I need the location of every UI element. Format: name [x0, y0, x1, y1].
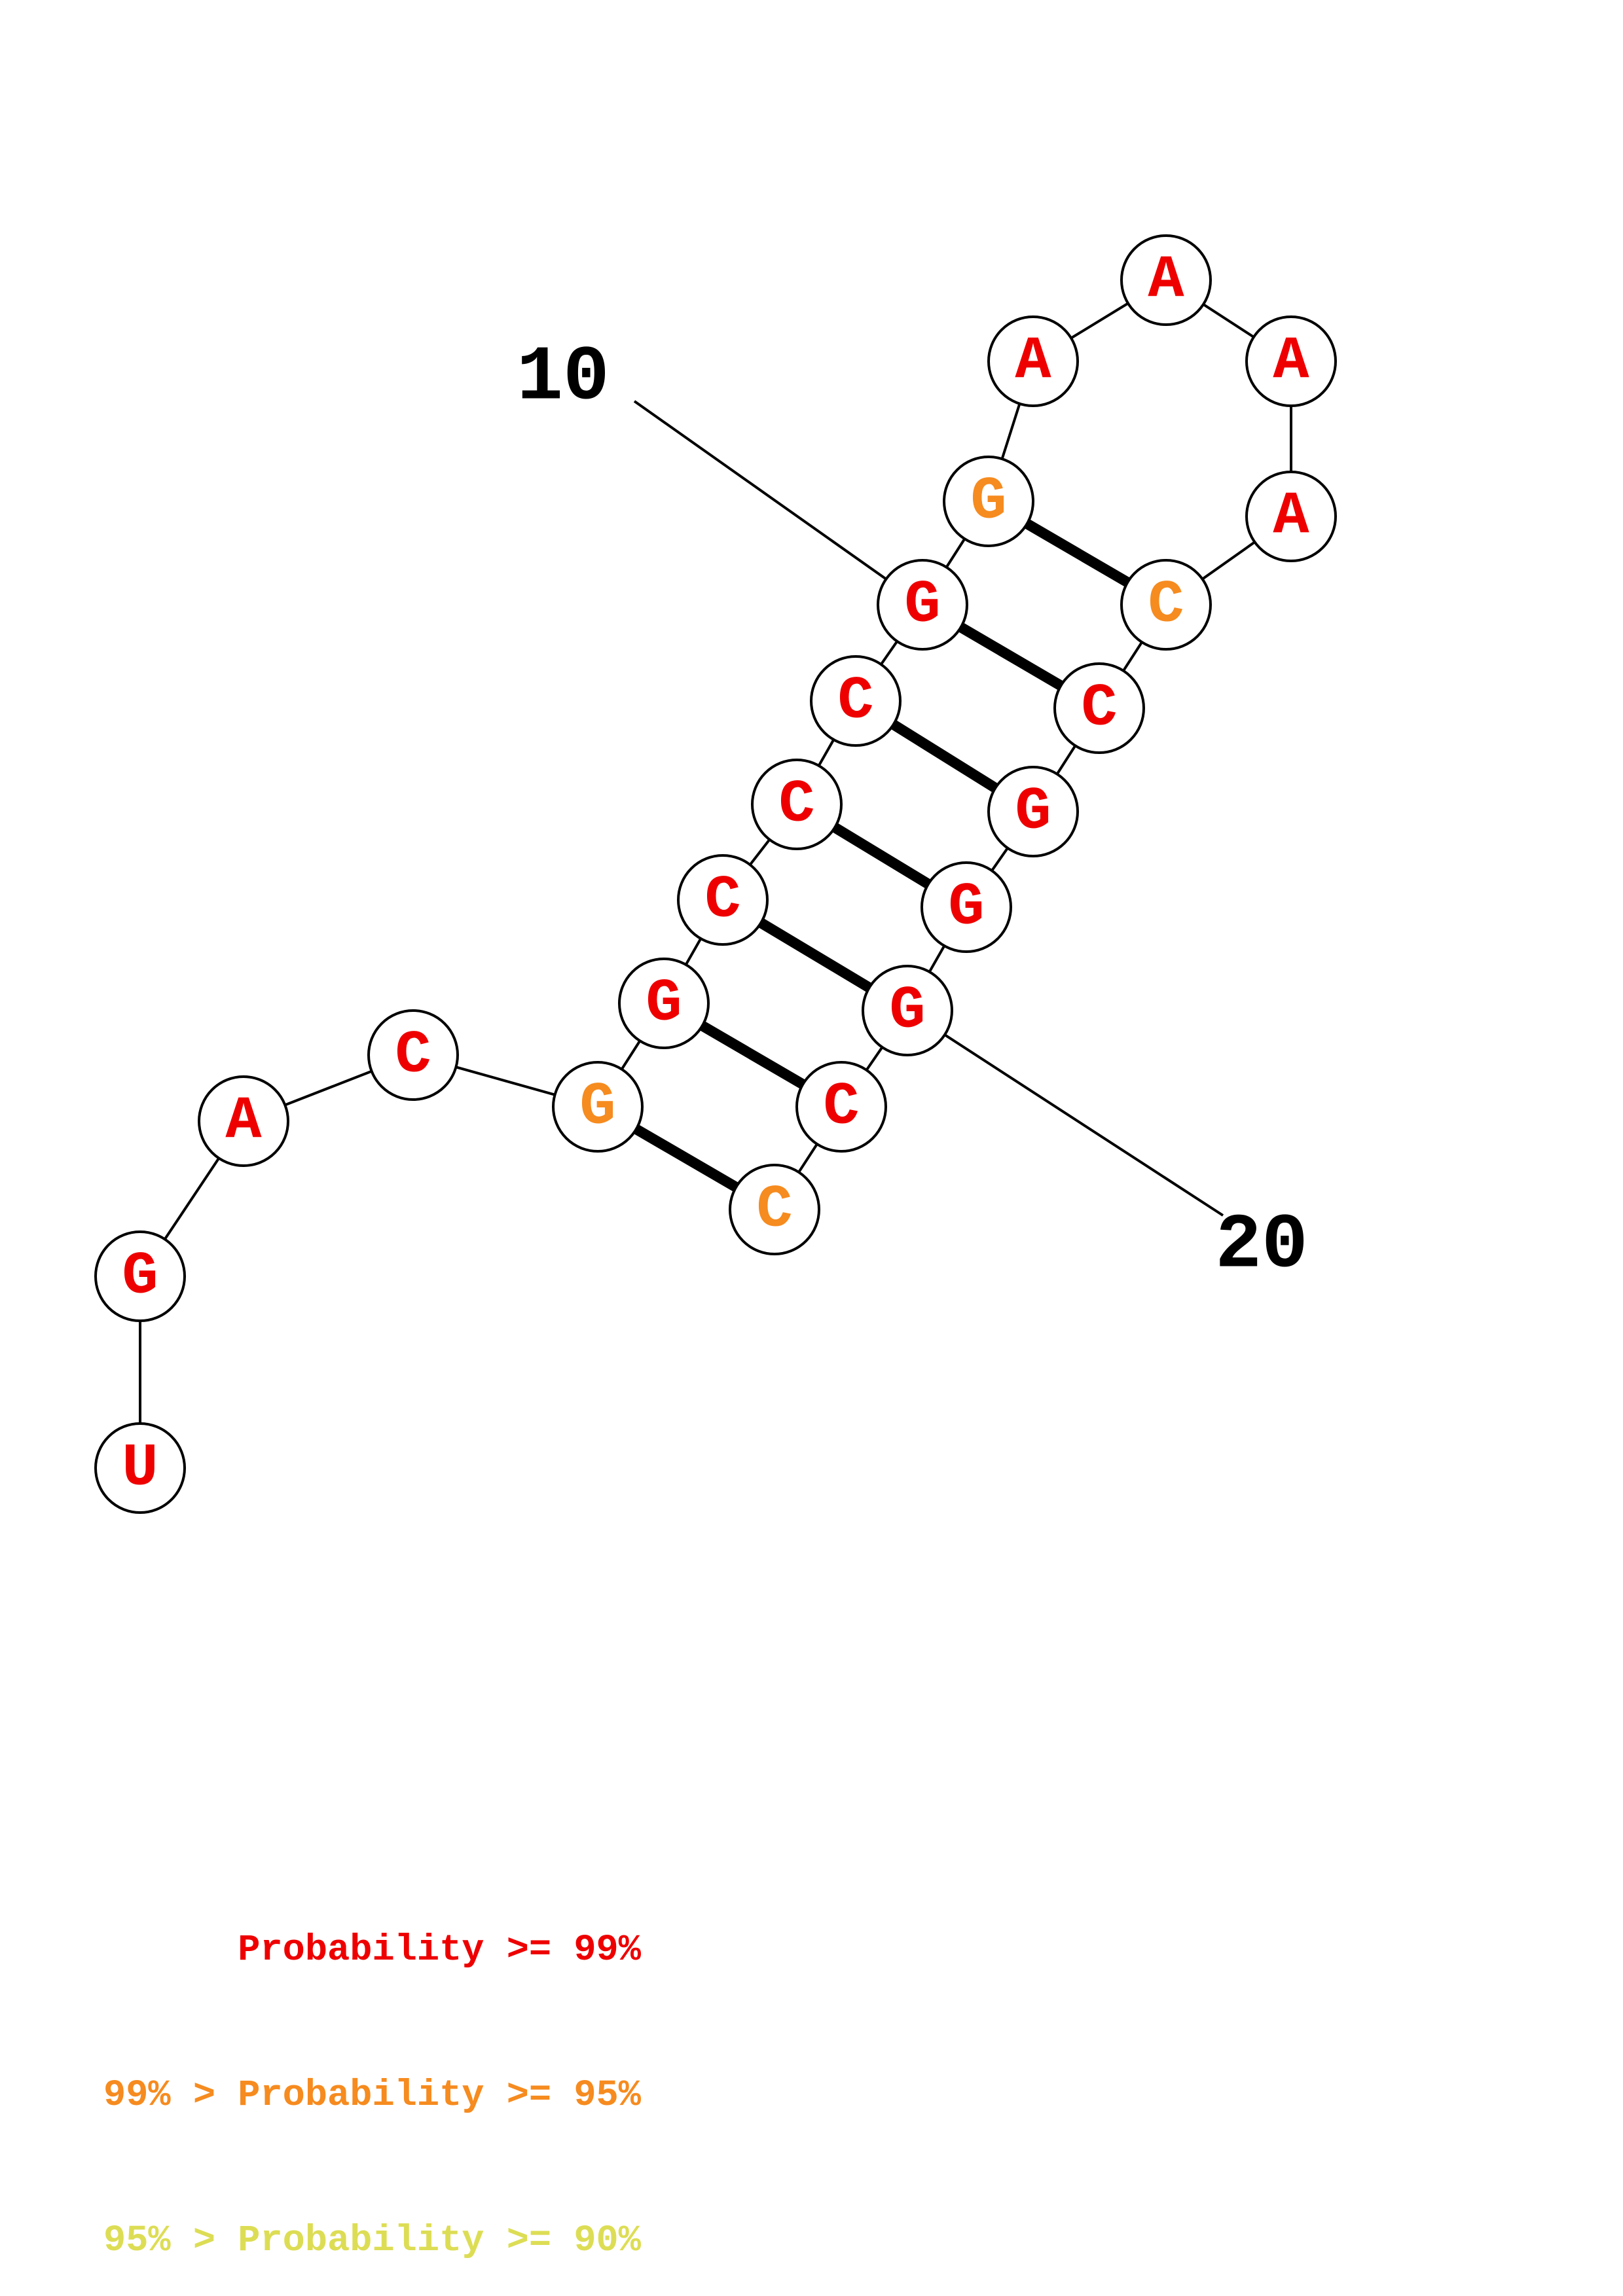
nucleotide-circle-18: [987, 766, 1079, 857]
nucleotide-letter-1: U: [122, 1434, 158, 1503]
nucleotide-letter-10: G: [904, 571, 940, 639]
nucleotide-letter-7: C: [704, 866, 740, 935]
nucleotide-letter-19: G: [948, 873, 984, 942]
nucleotide-letter-16: C: [1148, 571, 1184, 639]
nucleotide-circle-1: [94, 1422, 186, 1514]
nucleotide-letter-6: G: [646, 969, 682, 1038]
nucleotide-letter-11: G: [970, 467, 1006, 536]
legend-entry-99: Probability >= 99%: [103, 1929, 641, 1971]
nucleotide-letter-5: G: [579, 1073, 615, 1141]
nucleotide-letter-9: C: [837, 667, 873, 736]
legend-entry-95: 99% > Probability >= 95%: [103, 2075, 641, 2117]
legend-entry-90: 95% > Probability >= 90%: [103, 2220, 641, 2262]
nucleotide-circle-13: [1120, 234, 1212, 326]
nucleotide-letter-22: C: [756, 1175, 792, 1244]
nucleotide-letter-3: A: [225, 1087, 262, 1156]
nucleotide-letter-18: G: [1015, 778, 1051, 846]
probability-legend: Probability >= 99% 99% > Probability >= …: [103, 1829, 641, 2296]
nucleotide-circle-10: [877, 559, 968, 651]
nucleotide-letter-8: C: [778, 770, 814, 839]
nucleotide-circle-12: [987, 315, 1079, 407]
nucleotide-circle-5: [552, 1061, 644, 1153]
nucleotide-circle-4: [367, 1009, 459, 1101]
nucleotide-circle-8: [751, 759, 843, 850]
nucleotide-letter-17: C: [1081, 674, 1117, 743]
nucleotide-circle-2: [94, 1230, 186, 1322]
nucleotide-circle-17: [1053, 662, 1145, 754]
nucleotide-letter-13: A: [1148, 246, 1184, 315]
nucleotide-circle-9: [810, 655, 902, 747]
nucleotide-letter-15: A: [1273, 482, 1309, 551]
nucleotide-circle-3: [198, 1075, 289, 1167]
nucleotide-letter-4: C: [395, 1021, 431, 1090]
nucleotide-circle-6: [618, 958, 710, 1049]
nucleotide-circle-14: [1245, 315, 1337, 407]
position-label-20: 20: [1215, 1203, 1308, 1290]
nucleotide-circle-19: [921, 861, 1012, 953]
nucleotide-circle-22: [729, 1164, 820, 1255]
nucleotide-letter-14: A: [1273, 327, 1309, 396]
nucleotide-letter-21: C: [823, 1073, 859, 1141]
nucleotide-circle-16: [1120, 559, 1212, 651]
nucleotide-letter-12: A: [1015, 327, 1051, 396]
nucleotide-circle-21: [795, 1061, 887, 1153]
nucleotide-letter-20: G: [889, 977, 925, 1045]
nucleotide-circle-15: [1245, 471, 1337, 562]
position-label-10: 10: [517, 335, 610, 422]
nucleotide-circle-11: [943, 456, 1034, 547]
nucleotide-letter-2: G: [122, 1242, 158, 1311]
position-label-leader-line: [906, 1009, 1224, 1217]
nucleotide-circle-7: [677, 854, 769, 946]
nucleotide-circle-20: [862, 965, 953, 1056]
position-label-leader-line: [633, 400, 924, 606]
